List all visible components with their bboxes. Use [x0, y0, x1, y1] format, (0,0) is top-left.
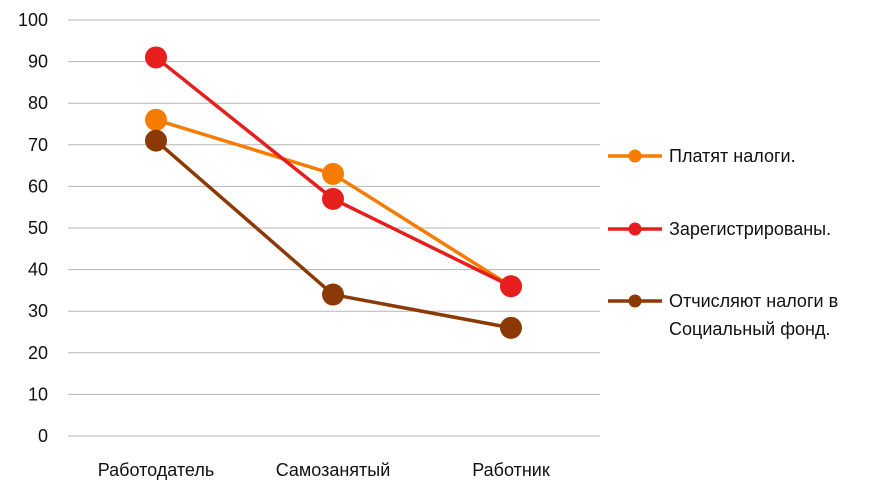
legend-label: Зарегистрированы.	[669, 219, 831, 239]
y-tick-label: 80	[28, 93, 48, 113]
y-tick-label: 100	[18, 10, 48, 30]
data-point	[322, 283, 344, 306]
y-tick-label: 30	[28, 301, 48, 321]
legend-marker	[628, 149, 642, 163]
x-tick-label: Работник	[472, 460, 550, 480]
data-point	[500, 275, 522, 298]
data-point	[322, 187, 344, 210]
legend-label: Отчисляют налоги в	[669, 291, 838, 311]
y-tick-label: 90	[28, 52, 48, 72]
data-point	[500, 316, 522, 339]
legend-marker	[628, 294, 642, 308]
y-tick-label: 70	[28, 135, 48, 155]
legend-label: Платят налоги.	[669, 146, 796, 166]
y-tick-label: 0	[38, 426, 48, 446]
data-point	[145, 46, 167, 69]
series-2	[145, 46, 522, 298]
legend: Платят налоги. Зарегистрированы. Отчисляют…	[608, 146, 838, 339]
legend-label: Социальный фонд.	[669, 319, 830, 339]
series-3	[145, 129, 522, 339]
legend-entry: Отчисляют налоги в Социальный фонд.	[608, 291, 838, 339]
y-tick-label: 20	[28, 343, 48, 363]
y-tick-label: 40	[28, 260, 48, 280]
x-axis-tick-labels: Работодатель Самозанятый Работник	[98, 460, 550, 480]
legend-entry: Зарегистрированы.	[608, 219, 831, 239]
series-lines	[145, 46, 522, 339]
y-tick-label: 10	[28, 384, 48, 404]
data-point	[322, 162, 344, 185]
x-tick-label: Самозанятый	[276, 460, 391, 480]
y-tick-label: 50	[28, 218, 48, 238]
y-axis-tick-labels: 0 10 20 30 40 50 60 70 80 90 100	[18, 10, 48, 446]
x-tick-label: Работодатель	[98, 460, 214, 480]
data-point	[145, 108, 167, 131]
y-tick-label: 60	[28, 176, 48, 196]
legend-entry: Платят налоги.	[608, 146, 796, 166]
data-point	[145, 129, 167, 152]
legend-marker	[628, 222, 642, 236]
gridlines	[68, 19, 600, 437]
